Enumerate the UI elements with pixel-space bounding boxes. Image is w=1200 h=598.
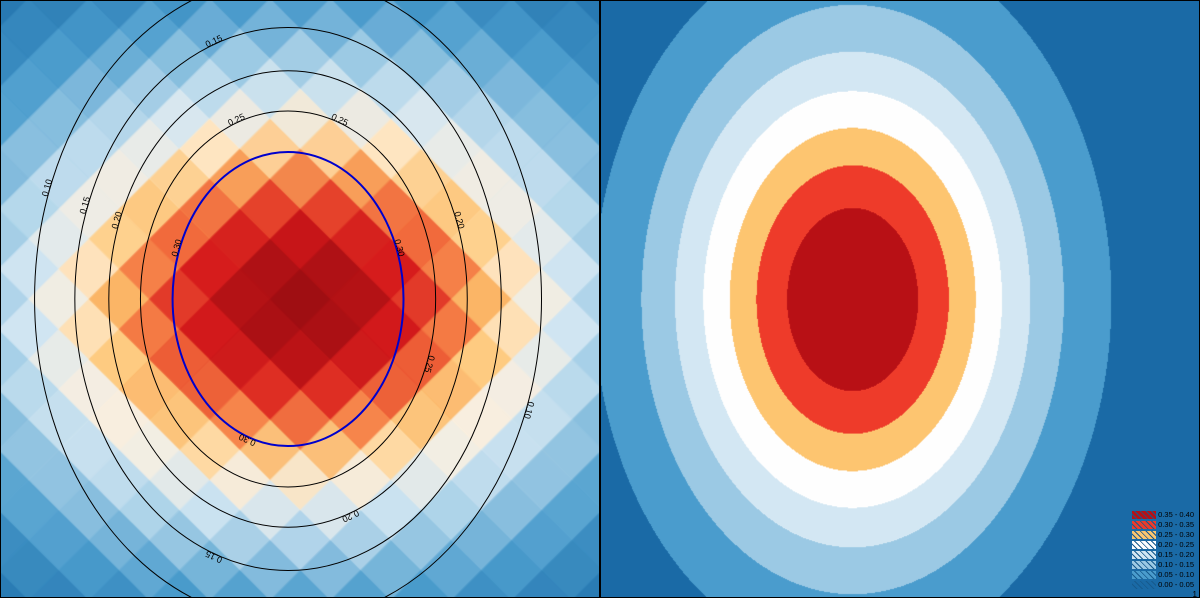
figure-container: 0.100.100.100.150.150.150.200.200.200.25… (0, 0, 1200, 598)
legend-swatch (1132, 561, 1156, 569)
legend-swatch (1132, 571, 1156, 579)
filled-contour-canvas (601, 1, 1199, 597)
legend-label: 0.25 - 0.30 (1158, 531, 1194, 539)
legend-row: 0.15 - 0.20 (1132, 550, 1194, 560)
legend-row: 0.10 - 0.15 (1132, 560, 1194, 570)
legend-row: 0.20 - 0.25 (1132, 540, 1194, 550)
legend-label: 0.00 - 0.05 (1158, 581, 1194, 589)
legend-row: 0.00 - 0.05 (1132, 580, 1194, 590)
legend-swatch (1132, 581, 1156, 589)
legend-row: 0.05 - 0.10 (1132, 570, 1194, 580)
legend-label: 0.30 - 0.35 (1158, 521, 1194, 529)
legend-label: 0.20 - 0.25 (1158, 541, 1194, 549)
legend-swatch (1132, 531, 1156, 539)
legend-label: 0.10 - 0.15 (1158, 561, 1194, 569)
heatmap-panel-left: 0.100.100.100.150.150.150.200.200.200.25… (0, 0, 600, 598)
heatmap-canvas-interpolated (1, 1, 599, 597)
legend-swatch (1132, 541, 1156, 549)
legend-row: 0.30 - 0.35 (1132, 520, 1194, 530)
legend-label: 0.15 - 0.20 (1158, 551, 1194, 559)
filled-contour-panel-right: 0.35 - 0.40 0.30 - 0.35 0.25 - 0.30 0.20 - … (600, 0, 1200, 598)
axis-tick-label: 1 (1193, 590, 1197, 598)
legend-label: 0.05 - 0.10 (1158, 571, 1194, 579)
legend: 0.35 - 0.40 0.30 - 0.35 0.25 - 0.30 0.20 - … (1131, 509, 1195, 591)
legend-swatch (1132, 511, 1156, 519)
legend-swatch (1132, 521, 1156, 529)
legend-swatch (1132, 551, 1156, 559)
legend-label: 0.35 - 0.40 (1158, 511, 1194, 519)
legend-row: 0.25 - 0.30 (1132, 530, 1194, 540)
legend-row: 0.35 - 0.40 (1132, 510, 1194, 520)
